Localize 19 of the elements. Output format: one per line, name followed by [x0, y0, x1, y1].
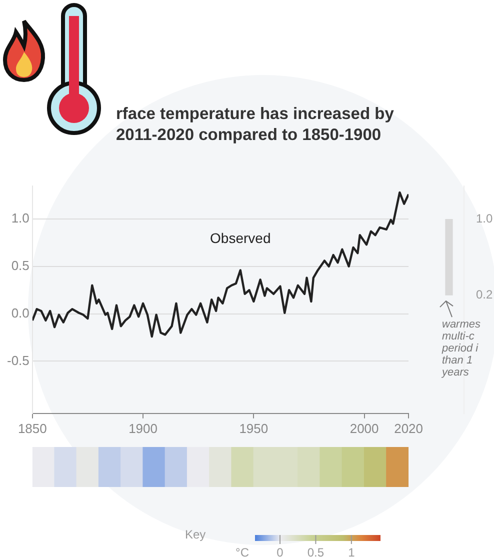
y-tick-label: 0.0	[11, 305, 30, 320]
y-tick-label: 1.0	[476, 212, 494, 226]
x-tick-label: 1850	[18, 420, 47, 436]
y-tick-label: 1.0	[11, 210, 30, 226]
x-tick-label: 1950	[239, 420, 268, 436]
y-tick-label: 0.5	[11, 258, 30, 273]
y-tick-label: 0.2	[476, 287, 494, 302]
x-tick-label: 1900	[128, 420, 158, 436]
x-tick-label: 2000	[350, 420, 379, 436]
text: Key	[185, 527, 206, 542]
color-bar-label: 1	[348, 545, 356, 557]
x-tick-label: 2020	[394, 420, 423, 436]
color-bar-label: 0	[276, 545, 284, 557]
text: Observed	[210, 230, 271, 246]
color-bar-title: °C	[236, 545, 250, 557]
chart-title: rface temperature has increased by 2011-2020 compared to 1850-1900	[116, 104, 394, 146]
color-bar-label: 0.5	[307, 545, 324, 557]
annotation: warmes multi-c period i than 1 years	[441, 318, 482, 379]
y-tick-label: -0.5	[6, 352, 30, 368]
